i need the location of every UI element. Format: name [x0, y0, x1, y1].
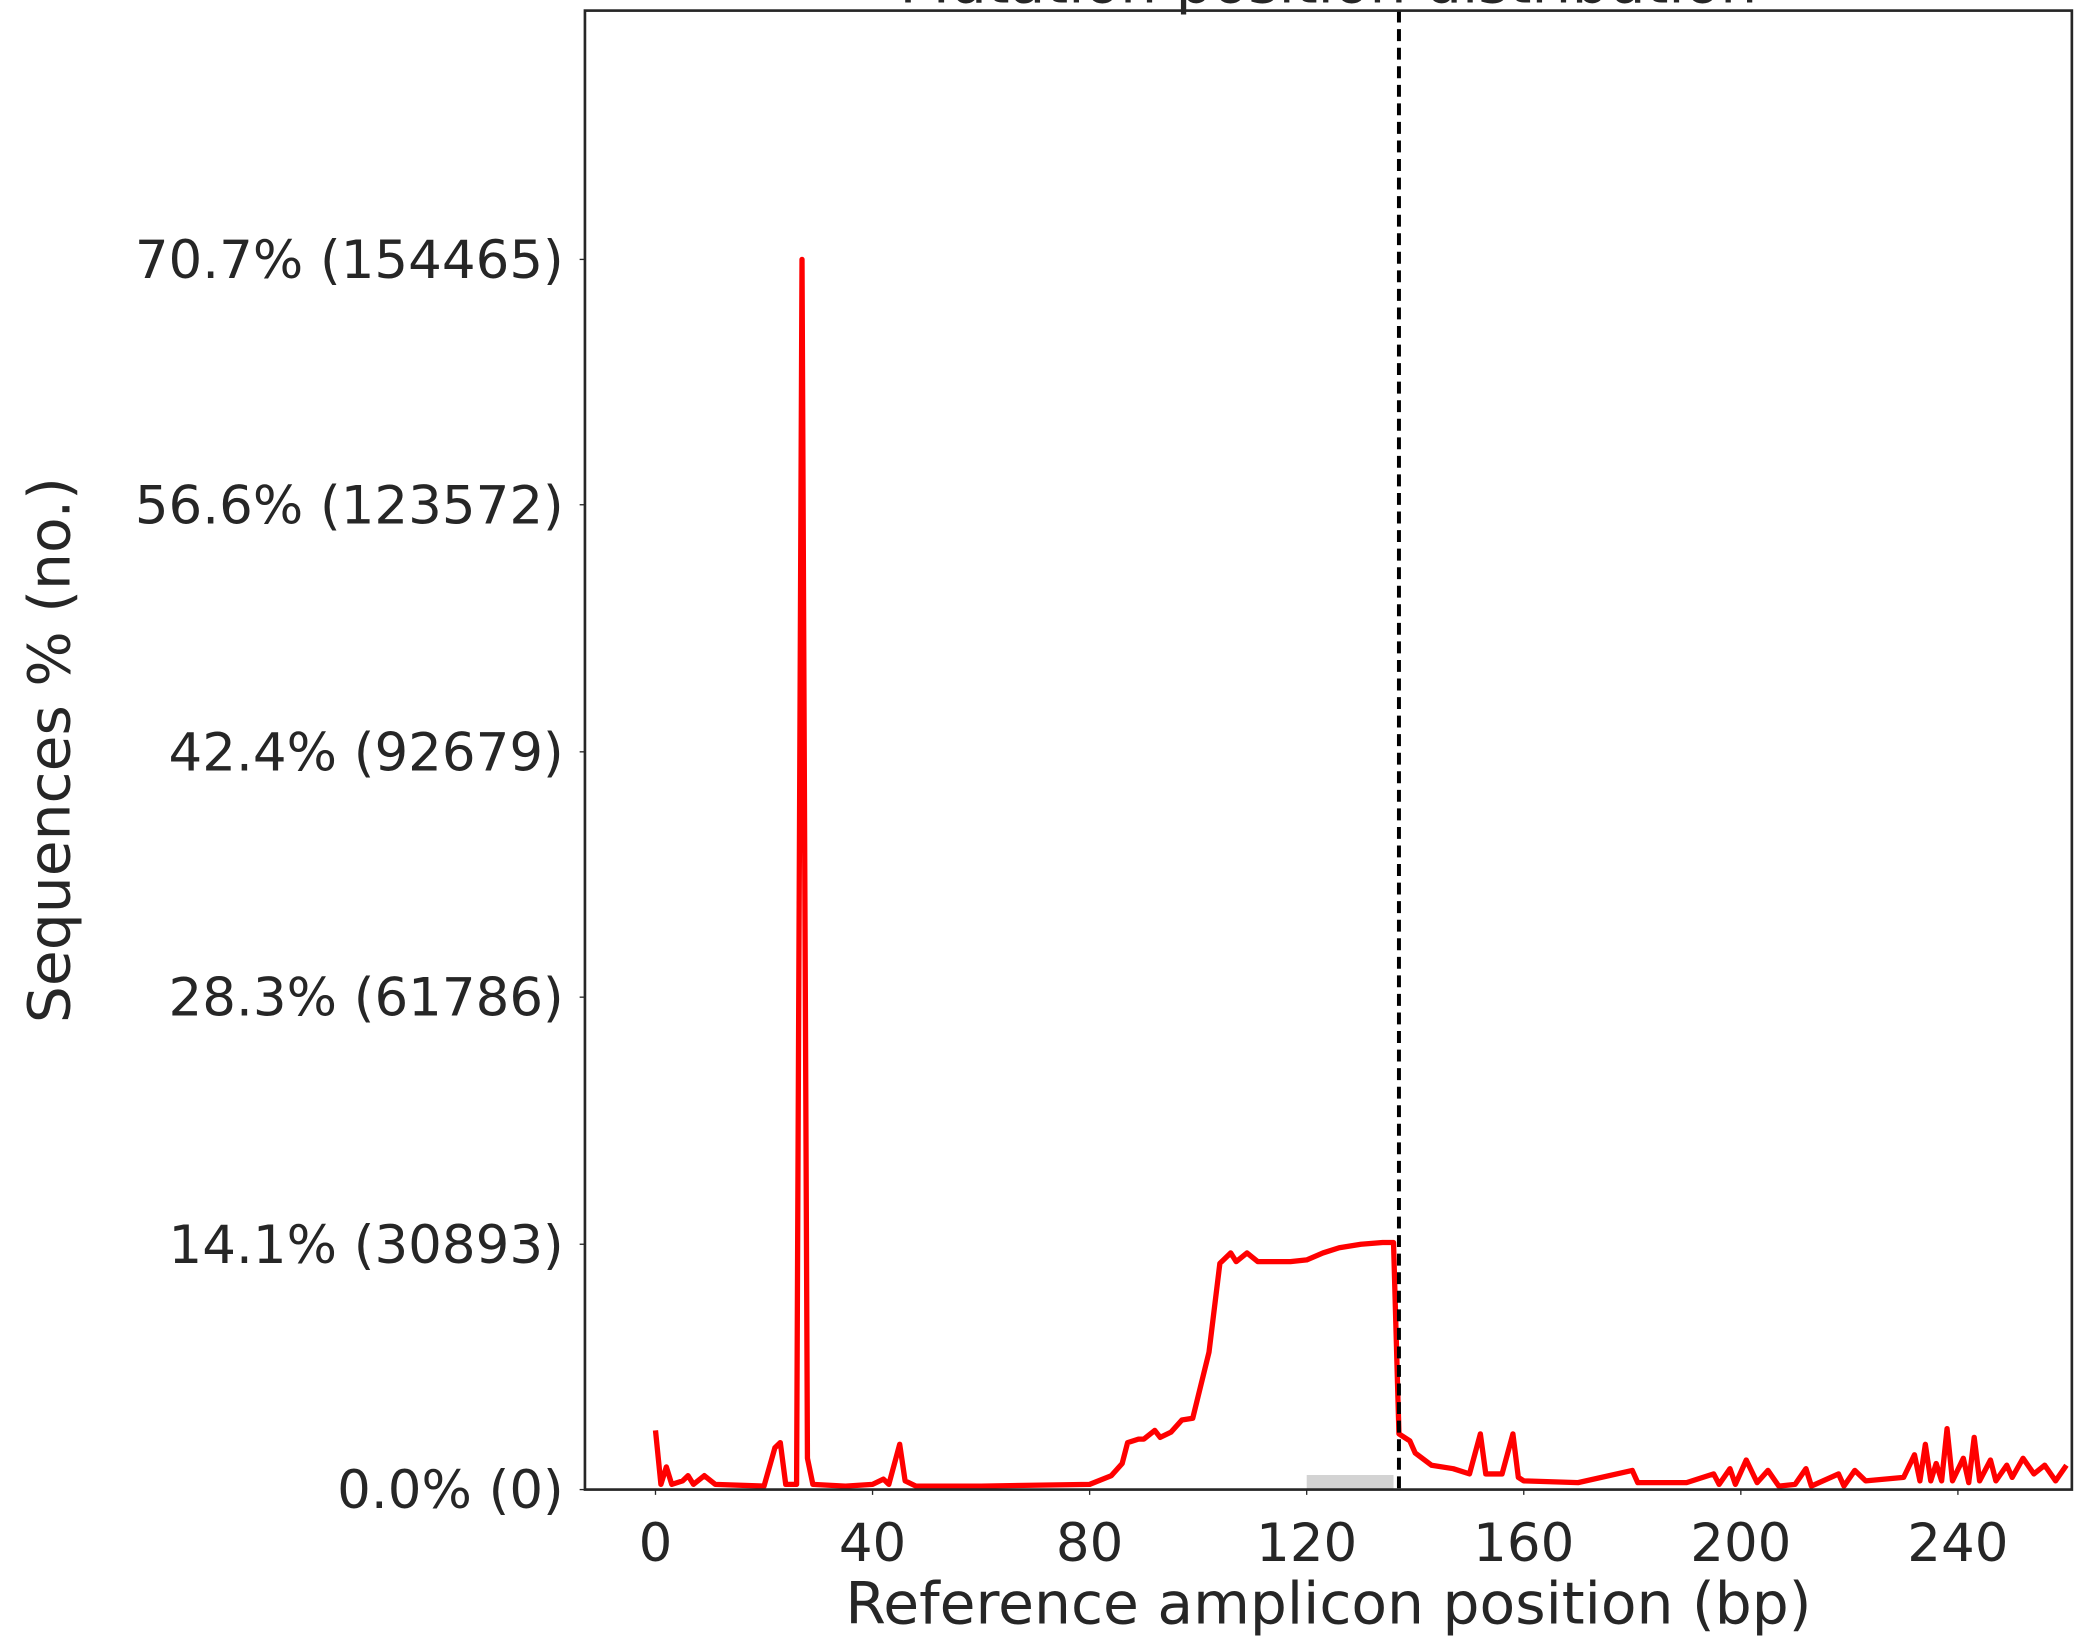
y-tick-label: 28.3% (61786): [169, 968, 564, 1029]
x-tick-label: 160: [1473, 1513, 1574, 1574]
x-axis-label: Reference amplicon position (bp): [845, 1569, 1811, 1637]
y-tick-label: 42.4% (92679): [169, 722, 564, 783]
x-tick-label: 200: [1690, 1513, 1791, 1574]
plot-frame: [583, 9, 2074, 1491]
x-tick-label: 240: [1907, 1513, 2008, 1574]
y-tick-label: 56.6% (123572): [135, 475, 564, 536]
chart-title: Mutation position distribution: [900, 0, 1758, 17]
y-tick-label: 70.7% (154465): [135, 230, 564, 291]
x-tick-label: 40: [839, 1513, 906, 1574]
x-tick-label: 0: [639, 1513, 673, 1574]
sgrna-bar: [1306, 1474, 1394, 1490]
y-tick-label: 0.0% (0): [337, 1460, 564, 1521]
data-line: [652, 256, 2069, 1489]
x-tick-label: 120: [1256, 1513, 1357, 1574]
x-tick-label: 80: [1056, 1513, 1123, 1574]
y-axis-label: Sequences % (no.): [15, 477, 83, 1023]
y-tick-label: 14.1% (30893): [169, 1215, 564, 1276]
